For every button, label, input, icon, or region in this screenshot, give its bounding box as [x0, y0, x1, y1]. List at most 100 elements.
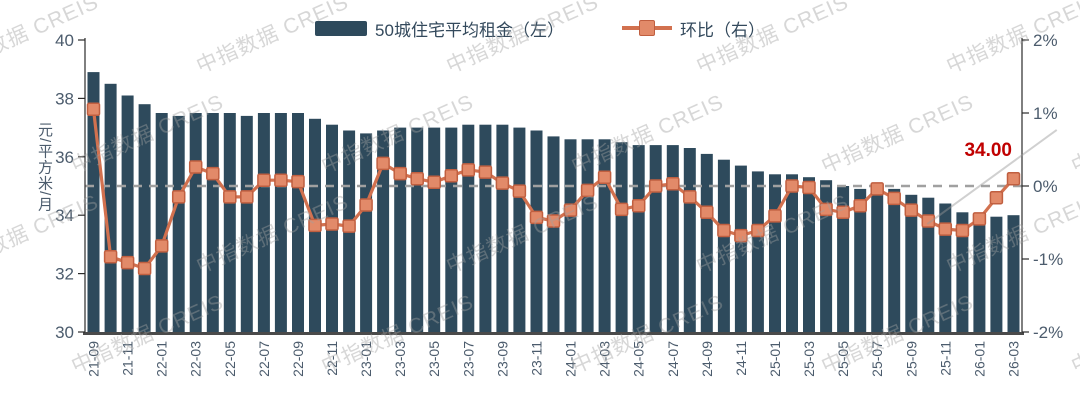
mom-marker[interactable] — [785, 179, 799, 193]
mom-marker[interactable] — [257, 173, 271, 187]
mom-marker[interactable] — [240, 190, 254, 204]
rent-bar[interactable] — [121, 95, 134, 333]
mom-marker[interactable] — [683, 190, 697, 204]
mom-marker[interactable] — [631, 198, 646, 213]
mom-marker[interactable] — [103, 250, 118, 264]
mom-marker[interactable] — [1006, 171, 1021, 186]
rent-bar[interactable] — [837, 186, 850, 332]
rent-bar[interactable] — [445, 127, 458, 332]
rent-bar[interactable] — [394, 127, 407, 332]
rent-bar[interactable] — [700, 153, 713, 332]
legend-item-rent[interactable]: 50城住宅平均租金（左） — [315, 16, 564, 41]
rent-bar[interactable] — [888, 188, 901, 332]
rent-bar[interactable] — [411, 127, 424, 332]
rent-bar[interactable] — [223, 113, 236, 332]
mom-marker[interactable] — [955, 223, 970, 238]
mom-marker[interactable] — [444, 169, 459, 183]
mom-marker[interactable] — [666, 177, 680, 191]
rent-bar[interactable] — [530, 130, 543, 333]
mom-marker[interactable] — [546, 214, 561, 228]
rent-bar[interactable] — [428, 127, 441, 332]
mom-marker[interactable] — [768, 209, 782, 223]
mom-marker[interactable] — [580, 183, 595, 198]
rent-bar[interactable] — [956, 212, 969, 332]
mom-marker[interactable] — [529, 210, 544, 225]
rent-bar[interactable] — [155, 113, 168, 332]
rent-bar[interactable] — [632, 145, 645, 332]
mom-marker[interactable] — [563, 203, 578, 217]
rent-bar[interactable] — [564, 139, 577, 332]
mom-marker[interactable] — [274, 173, 288, 187]
mom-marker[interactable] — [853, 198, 867, 213]
mom-marker[interactable] — [751, 223, 765, 238]
mom-marker[interactable] — [734, 228, 748, 243]
mom-marker[interactable] — [870, 182, 884, 196]
rent-bar[interactable] — [377, 130, 390, 333]
rent-bar[interactable] — [479, 124, 492, 332]
rent-bar[interactable] — [189, 113, 202, 332]
mom-marker[interactable] — [597, 170, 612, 184]
mom-marker[interactable] — [904, 203, 919, 217]
rent-bar[interactable] — [615, 142, 628, 332]
rent-bar[interactable] — [206, 113, 219, 332]
rent-bar[interactable] — [104, 83, 117, 332]
rent-bar[interactable] — [666, 145, 679, 332]
rent-bar[interactable] — [717, 159, 730, 332]
legend-item-mom[interactable]: 环比（右） — [621, 16, 765, 41]
mom-marker[interactable] — [393, 166, 407, 181]
rent-bar[interactable] — [547, 136, 560, 332]
rent-bar[interactable] — [751, 171, 764, 332]
mom-marker[interactable] — [512, 184, 527, 198]
mom-marker[interactable] — [359, 198, 373, 212]
mom-marker[interactable] — [717, 223, 731, 238]
mom-marker[interactable] — [648, 179, 663, 193]
mom-marker[interactable] — [206, 166, 220, 181]
mom-marker[interactable] — [938, 222, 953, 236]
rent-bar[interactable] — [786, 174, 798, 332]
mom-marker[interactable] — [410, 171, 424, 186]
mom-marker[interactable] — [887, 191, 901, 206]
mom-marker[interactable] — [836, 205, 850, 220]
mom-marker[interactable] — [921, 214, 936, 228]
mom-marker[interactable] — [972, 212, 987, 226]
rent-bar[interactable] — [513, 127, 526, 332]
mom-marker[interactable] — [325, 217, 339, 231]
mom-marker[interactable] — [376, 156, 390, 171]
rent-bar[interactable] — [581, 139, 594, 332]
rent-bar[interactable] — [990, 216, 1003, 332]
rent-bar[interactable] — [734, 165, 747, 332]
mom-marker[interactable] — [427, 175, 441, 190]
rent-bar[interactable] — [922, 197, 935, 332]
mom-marker[interactable] — [291, 174, 305, 189]
mom-marker[interactable] — [86, 102, 101, 117]
rent-bar[interactable] — [871, 188, 884, 332]
mom-marker[interactable] — [989, 190, 1004, 205]
rent-bar[interactable] — [803, 177, 815, 332]
mom-marker[interactable] — [223, 190, 237, 204]
mom-marker[interactable] — [614, 202, 629, 217]
rent-bar[interactable] — [973, 215, 986, 332]
mom-marker[interactable] — [308, 218, 322, 233]
rent-bar[interactable] — [683, 148, 696, 332]
rent-bar[interactable] — [649, 145, 662, 332]
mom-marker[interactable] — [802, 180, 816, 195]
rent-bar[interactable] — [462, 124, 475, 332]
mom-marker[interactable] — [461, 163, 476, 177]
mom-marker[interactable] — [700, 205, 714, 220]
rent-bar[interactable] — [138, 104, 151, 332]
rent-bar[interactable] — [274, 113, 287, 332]
rent-bar[interactable] — [854, 188, 867, 332]
rent-bar[interactable] — [1007, 215, 1020, 332]
mom-marker[interactable] — [154, 239, 169, 253]
mom-marker[interactable] — [137, 261, 152, 276]
mom-marker[interactable] — [171, 190, 186, 204]
rent-bar[interactable] — [360, 133, 373, 332]
rent-bar[interactable] — [292, 113, 304, 332]
mom-marker[interactable] — [120, 255, 135, 270]
rent-bar[interactable] — [905, 194, 918, 332]
rent-bar[interactable] — [769, 174, 781, 332]
rent-bar[interactable] — [257, 113, 270, 332]
rent-bar[interactable] — [172, 115, 185, 333]
mom-marker[interactable] — [342, 219, 356, 233]
rent-bar[interactable] — [240, 115, 253, 333]
